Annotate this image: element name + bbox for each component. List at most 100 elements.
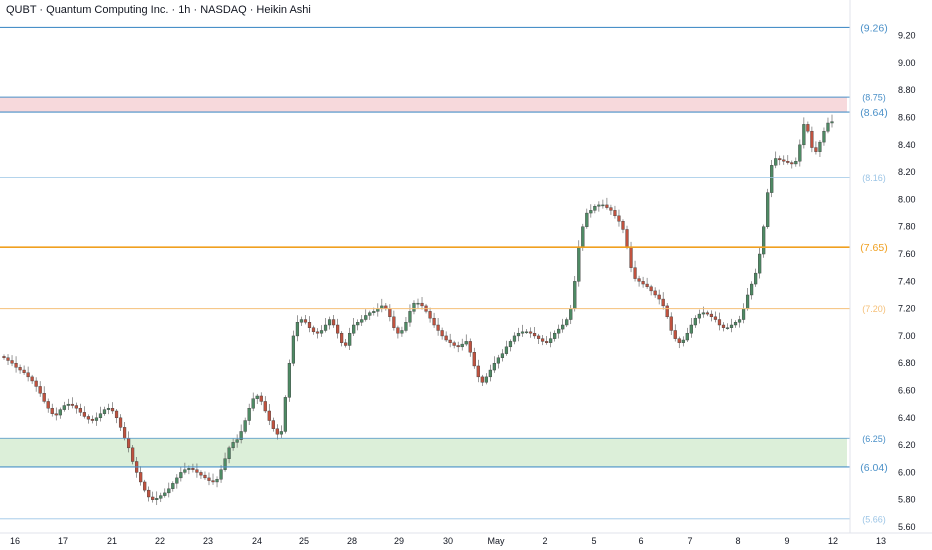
y-tick-label-9: 7.40 (898, 276, 916, 286)
level-label-2: (8.64) (860, 107, 887, 119)
candle-body-99 (400, 330, 404, 334)
x-tick-label-3: 22 (155, 536, 165, 546)
candle-body-158 (637, 278, 641, 282)
candle-body-111 (448, 339, 452, 343)
candle-body-155 (625, 229, 629, 248)
candle-body-184 (741, 308, 746, 320)
candle-body-11 (46, 401, 50, 409)
candle-body-107 (432, 317, 436, 326)
x-tick-label-12: 5 (591, 536, 596, 546)
level-label-7: (6.04) (860, 462, 887, 474)
candle-body-62 (251, 398, 255, 409)
candle-body-143 (577, 247, 581, 282)
candle-body-81 (327, 319, 332, 326)
candle-body-151 (609, 207, 613, 211)
level-label-3: (8.16) (862, 173, 886, 183)
candle-body-83 (336, 324, 340, 334)
x-tick-label-5: 24 (252, 536, 262, 546)
candle-body-35 (143, 481, 147, 491)
candle-body-38 (155, 498, 159, 500)
candle-body-0 (2, 356, 6, 358)
candle-body-196 (790, 162, 794, 165)
candle-body-13 (54, 413, 58, 416)
candle-body-199 (802, 124, 806, 146)
candle-body-108 (436, 324, 440, 331)
level-label-5: (7.20) (862, 304, 886, 314)
candle-body-106 (428, 311, 432, 319)
candle-body-4 (18, 367, 22, 371)
candle-body-37 (151, 496, 155, 500)
candle-body-10 (42, 393, 46, 402)
y-tick-label-8: 7.60 (898, 249, 916, 259)
candle-body-153 (617, 215, 621, 222)
x-tick-label-0: 16 (10, 536, 20, 546)
candle-body-76 (307, 322, 312, 328)
candle-body-32 (131, 447, 135, 462)
candle-body-200 (806, 124, 810, 132)
candle-body-203 (818, 141, 822, 152)
candle-body-126 (508, 341, 513, 348)
candle-body-49 (199, 472, 203, 476)
candle-body-122 (492, 363, 496, 371)
y-tick-label-6: 8.00 (898, 194, 916, 204)
candle-body-127 (512, 335, 517, 342)
candle-body-119 (480, 376, 484, 383)
candle-body-162 (653, 290, 657, 296)
candle-body-130 (524, 331, 529, 334)
candle-body-28 (114, 410, 119, 419)
x-tick-label-15: 8 (735, 536, 740, 546)
candle-body-173 (697, 313, 701, 319)
candle-body-166 (669, 316, 673, 331)
y-tick-label-2: 8.80 (898, 85, 916, 95)
candle-body-179 (721, 324, 726, 328)
candle-body-131 (528, 331, 533, 334)
candle-body-68 (275, 428, 279, 435)
candle-body-102 (412, 302, 416, 312)
candle-body-123 (496, 357, 500, 364)
candle-body-174 (701, 312, 705, 315)
candle-body-21 (86, 416, 91, 420)
candle-body-175 (705, 312, 710, 315)
candle-body-78 (315, 331, 320, 334)
candle-body-82 (331, 319, 336, 326)
candle-body-6 (26, 372, 30, 378)
y-tick-label-10: 7.20 (898, 304, 916, 314)
candle-body-63 (255, 395, 259, 399)
candle-body-165 (665, 305, 669, 318)
candle-body-41 (167, 488, 171, 494)
candle-body-104 (420, 302, 424, 307)
candle-body-120 (484, 376, 488, 383)
x-tick-label-2: 21 (107, 536, 117, 546)
candle-body-52 (211, 480, 215, 483)
candle-body-206 (830, 121, 834, 124)
candle-body-15 (62, 405, 66, 410)
candle-body-43 (175, 477, 179, 484)
candle-body-185 (745, 294, 750, 309)
candle-body-97 (392, 316, 396, 328)
candle-body-100 (404, 322, 408, 331)
candle-body-48 (195, 469, 199, 473)
candle-body-137 (553, 332, 557, 339)
y-tick-label-18: 5.60 (898, 522, 916, 532)
y-tick-label-0: 9.20 (898, 31, 916, 41)
candle-body-182 (733, 322, 738, 326)
y-tick-label-12: 6.80 (898, 358, 916, 368)
candle-body-12 (50, 408, 54, 414)
candle-body-156 (629, 247, 633, 268)
candle-body-142 (573, 281, 577, 309)
level-label-0: (9.26) (860, 22, 887, 34)
candle-body-53 (215, 479, 219, 483)
candle-body-163 (657, 294, 661, 300)
y-tick-label-11: 7.00 (898, 331, 916, 341)
candle-body-198 (798, 144, 802, 162)
y-tick-label-3: 8.60 (898, 113, 916, 123)
candle-body-50 (203, 474, 207, 479)
candle-body-1 (6, 357, 10, 361)
y-tick-label-7: 7.80 (898, 222, 916, 232)
x-tick-label-7: 28 (347, 536, 357, 546)
candle-body-170 (685, 332, 689, 341)
candle-body-116 (468, 341, 472, 353)
y-tick-label-4: 8.40 (898, 140, 916, 150)
